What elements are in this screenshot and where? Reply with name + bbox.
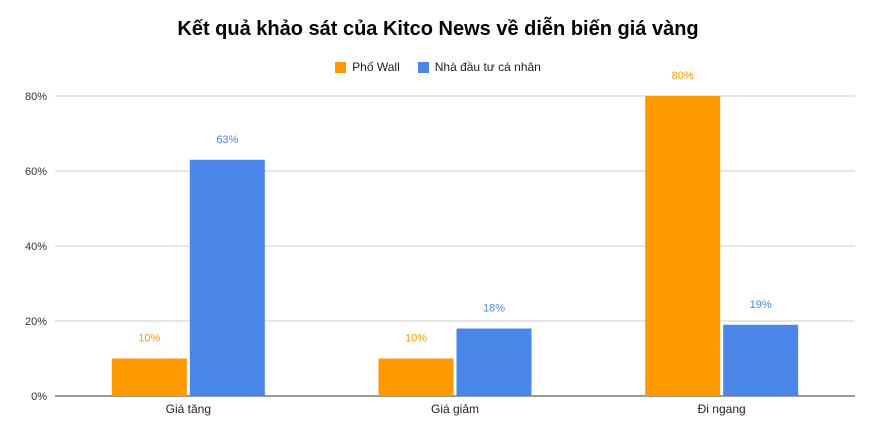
x-tick-label: Đi ngang <box>698 402 746 416</box>
bar <box>456 328 532 396</box>
legend-item-nha-dau-tu: Nhà đầu tư cá nhân <box>417 60 541 74</box>
legend: Phố Wall Nhà đầu tư cá nhân <box>0 60 876 74</box>
chart-title: Kết quả khảo sát của Kitco News về diễn … <box>177 18 699 40</box>
data-label: 63% <box>216 134 238 146</box>
legend-label-nha-dau-tu: Nhà đầu tư cá nhân <box>434 60 541 74</box>
data-label: 10% <box>405 333 427 345</box>
legend-swatch-pho-wall <box>335 61 347 73</box>
y-tick-label: 80% <box>25 91 47 103</box>
bar <box>645 96 721 396</box>
legend-swatch-nha-dau-tu <box>417 61 429 73</box>
x-tick-label: Giá giảm <box>431 402 479 416</box>
y-tick-label: 40% <box>25 241 47 253</box>
data-label: 10% <box>138 333 160 345</box>
y-tick-label: 0% <box>31 391 47 403</box>
y-tick-label: 60% <box>25 166 47 178</box>
data-label: 19% <box>750 299 772 311</box>
bar <box>723 324 799 396</box>
legend-label-pho-wall: Phố Wall <box>352 60 400 74</box>
data-label: 80% <box>672 70 694 82</box>
data-label: 18% <box>483 303 505 315</box>
bar <box>189 159 265 396</box>
bar <box>111 358 187 396</box>
legend-item-pho-wall: Phố Wall <box>335 60 400 74</box>
x-tick-label: Giá tăng <box>166 402 211 416</box>
bar <box>378 358 454 396</box>
y-tick-label: 20% <box>25 316 47 328</box>
